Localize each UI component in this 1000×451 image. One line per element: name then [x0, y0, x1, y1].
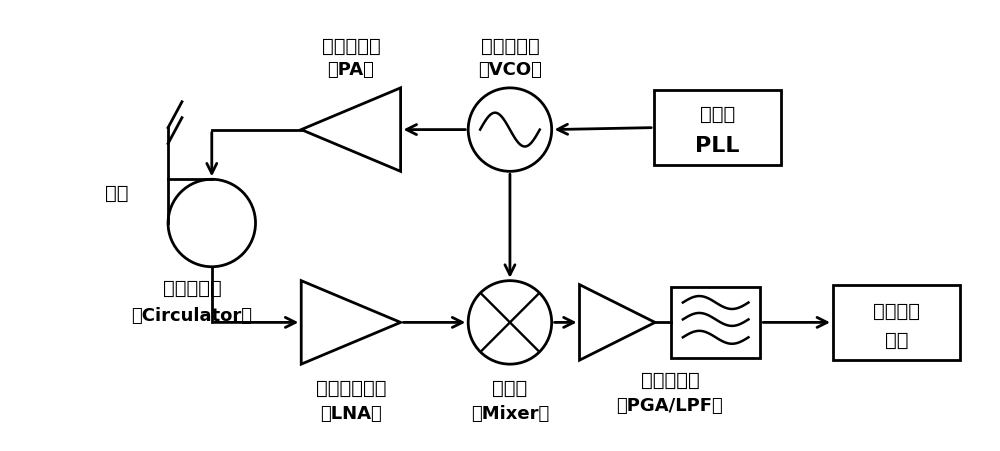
Text: （Mixer）: （Mixer） — [471, 405, 549, 423]
Bar — [833, 285, 960, 360]
Text: 混频器: 混频器 — [492, 378, 528, 397]
Text: 锁相环: 锁相环 — [700, 105, 735, 124]
Bar — [671, 287, 760, 358]
Text: 低噪声放大器: 低噪声放大器 — [316, 378, 386, 397]
Text: （Circulator）: （Circulator） — [131, 308, 252, 326]
Text: （PGA/LPF）: （PGA/LPF） — [617, 397, 723, 415]
Text: （PA）: （PA） — [327, 61, 374, 79]
Text: PLL: PLL — [695, 136, 740, 156]
Text: 片外环形器: 片外环形器 — [163, 279, 221, 298]
Text: 模块: 模块 — [885, 331, 908, 350]
Text: 天线: 天线 — [105, 184, 128, 202]
Text: 压控振荡器: 压控振荡器 — [481, 37, 539, 55]
Text: 功率放大器: 功率放大器 — [322, 37, 380, 55]
Text: （VCO）: （VCO） — [478, 61, 542, 79]
Text: 中频放大器: 中频放大器 — [641, 371, 699, 390]
Text: 数字处理: 数字处理 — [873, 302, 920, 321]
Bar — [654, 90, 781, 166]
Text: （LNA）: （LNA） — [320, 405, 382, 423]
